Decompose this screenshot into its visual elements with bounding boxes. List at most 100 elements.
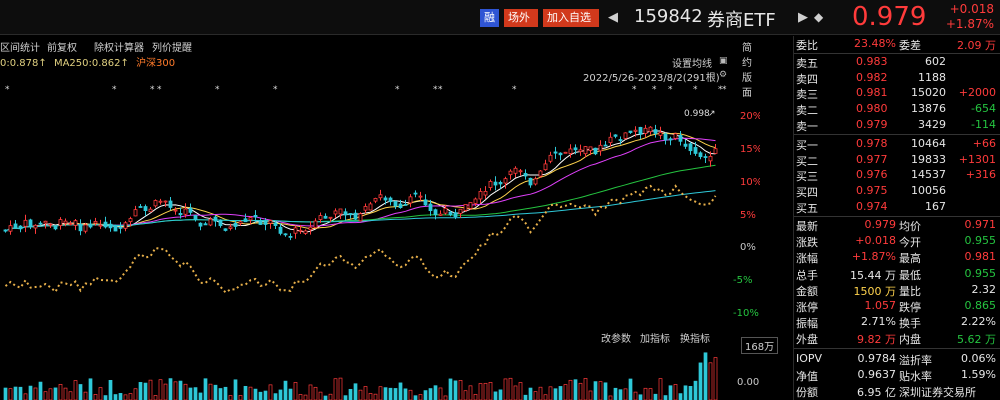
event-marker-icon[interactable]: * [512,85,517,95]
ask-price[interactable]: 0.983 [856,55,888,68]
candle [653,129,658,134]
bid-volume: 19833 [911,152,946,166]
candle [283,233,288,236]
candle [313,220,318,228]
candle [523,173,528,177]
event-marker-icon[interactable]: * [150,85,155,95]
event-marker-icon[interactable]: * [112,85,117,95]
candle [583,146,588,155]
candle [438,213,443,216]
bid-price[interactable]: 0.974 [856,199,888,213]
event-marker-icon[interactable]: * [395,85,400,95]
volume-bar [108,379,113,400]
toolbar-range-stats[interactable]: 区间统计 [0,43,40,54]
toolbar-price-alert[interactable]: 列价提醒 [152,43,192,54]
stat-row: 金额 1500 万量比 2.32 [794,283,1000,299]
candle [573,147,578,151]
ask-row[interactable]: 卖五 0.983 602 [794,55,1000,71]
volume-bar [508,377,513,400]
ask-price[interactable]: 0.981 [856,86,888,100]
switch-indicator-button[interactable]: 换指标 [680,334,710,345]
ask-price[interactable]: 0.979 [856,117,888,131]
volume-bar [578,382,583,400]
bid-row[interactable]: 买一 0.978 10464 +66 [794,137,1000,153]
stat-row: 涨停 1.057 跌停 0.865 [794,299,1000,315]
otc-button[interactable]: 场外 [504,9,538,27]
candle [3,229,8,232]
volume-bar [338,377,343,400]
candle [188,207,193,213]
event-marker-icon[interactable]: * [722,85,727,95]
candle [248,217,253,221]
event-marker-icon[interactable]: * [652,85,657,95]
candle [408,196,413,204]
add-indicator-button[interactable]: 加指标 [640,334,670,345]
info-value: 1.59% [961,368,996,381]
bid-row[interactable]: 买四 0.975 10056 [794,184,1000,200]
volume-zero-label: 0.00 [737,377,760,388]
event-marker-icon[interactable]: * [438,85,443,95]
add-watchlist-button[interactable]: 加入自选 [543,9,599,27]
margin-badge[interactable]: 融 [480,9,499,27]
ask-price[interactable]: 0.980 [856,102,888,116]
volume-bar [63,387,68,400]
volume-bar [238,395,243,400]
volume-bar [208,383,213,400]
candle [53,225,58,230]
set-ma-button[interactable]: 设置均线 [672,59,712,70]
bid-price[interactable]: 0.975 [856,184,888,198]
bid-row[interactable]: 买二 0.977 19833 +1301 [794,153,1000,169]
ask-label: 卖三 [796,88,818,102]
candle [353,212,358,220]
event-marker-icon[interactable]: * [718,85,723,95]
volume-bar [588,390,593,400]
lock-icon[interactable]: ▣ [719,56,728,66]
toolbar-exright-calculator[interactable]: 除权计算器 [94,43,144,54]
event-marker-icon[interactable]: * [693,85,698,95]
prev-stock-icon[interactable]: ◀ [608,10,618,25]
stat-value: 5.62 万 [957,333,996,347]
ask-price[interactable]: 0.982 [856,70,888,84]
toolbar-forward-adjust[interactable]: 前复权 [47,43,77,54]
volume-bar [358,389,363,400]
bid-row[interactable]: 买五 0.974 167 [794,200,1000,216]
kline-chart[interactable]: **************** 20%15%10%5%0%-5%-10% 0.… [0,80,760,330]
volume-bar [653,393,658,400]
stat-value: 15.44 万 [850,268,896,282]
info-row: 净值 0.9637 贴水率 1.59% [794,368,1000,384]
alert-bell-icon[interactable]: ◆ [814,10,824,24]
candle [658,131,663,136]
settings-icon[interactable]: ⚙ [719,70,728,80]
bid-row[interactable]: 买三 0.976 14537 +316 [794,168,1000,184]
stat-label: 量比 [899,284,921,298]
ask-row[interactable]: 卖二 0.980 13876 -654 [794,102,1000,118]
ma-legend-item[interactable]: 沪深300 [136,58,176,69]
stat-row: 最新 0.979 均价 0.971 [794,218,1000,234]
volume-bar [443,395,448,400]
candle [168,200,173,208]
event-marker-icon[interactable]: * [273,85,278,95]
event-marker-icon[interactable]: * [433,85,438,95]
ask-row[interactable]: 卖一 0.979 3429 -114 [794,118,1000,134]
bid-price[interactable]: 0.977 [856,152,888,166]
bid-price[interactable]: 0.976 [856,168,888,182]
simple-layout-toggle[interactable]: 简约版面 [742,43,752,99]
volume-bar [433,385,438,400]
candle [23,219,28,227]
event-marker-icon[interactable]: * [5,85,10,95]
event-marker-icon[interactable]: * [632,85,637,95]
bid-price[interactable]: 0.978 [856,137,888,150]
event-marker-icon[interactable]: * [215,85,220,95]
edit-params-button[interactable]: 改参数 [601,334,631,345]
candle [218,219,223,227]
ask-row[interactable]: 卖三 0.981 15020 +2000 [794,86,1000,102]
event-marker-icon[interactable]: * [157,85,162,95]
volume-bar [38,381,43,400]
volume-bar [438,387,443,400]
candle [423,199,428,206]
weicha-value: 2.09 万 [957,39,996,52]
next-stock-icon[interactable]: ▶ [798,10,808,25]
event-marker-icon[interactable]: * [668,85,673,95]
ask-row[interactable]: 卖四 0.982 1188 [794,71,1000,87]
